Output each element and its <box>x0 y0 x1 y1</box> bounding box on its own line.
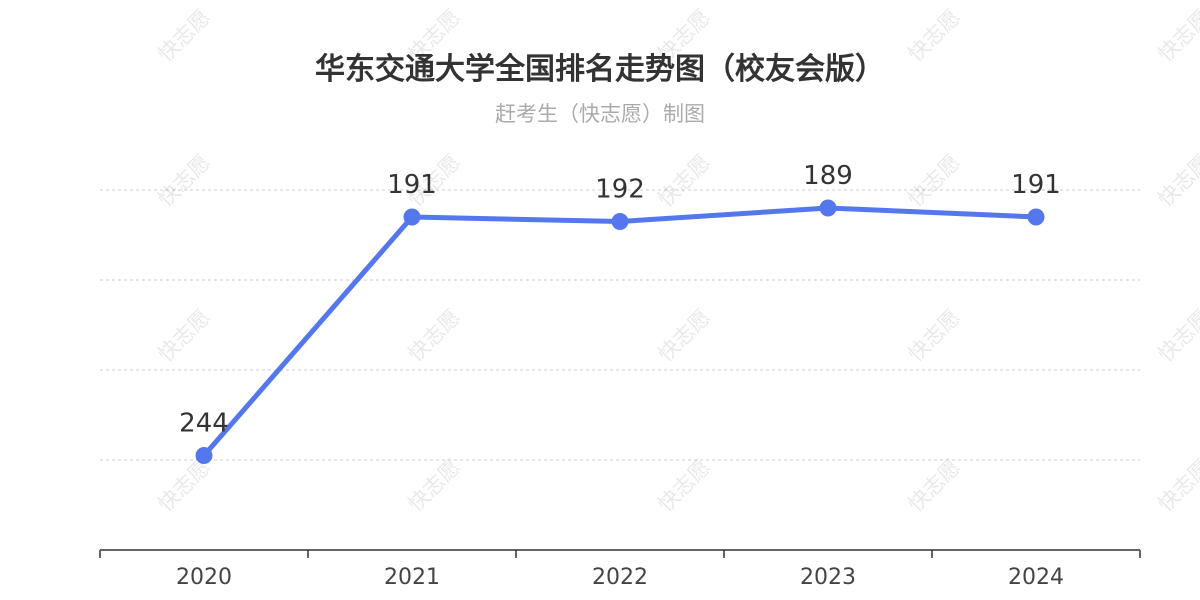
chart-subtitle: 赶考生（快志愿）制图 <box>495 102 705 126</box>
data-point <box>1027 208 1045 226</box>
data-label: 244 <box>179 409 229 439</box>
data-point <box>819 199 837 217</box>
chart-title: 华东交通大学全国排名走势图（校友会版） <box>315 52 885 87</box>
data-label: 191 <box>1011 170 1061 200</box>
x-tick-label: 2023 <box>800 565 856 590</box>
x-tick-label: 2021 <box>384 565 440 590</box>
data-point <box>611 213 629 230</box>
data-point <box>195 447 213 464</box>
x-tick-label: 2022 <box>592 565 648 590</box>
data-label: 191 <box>387 170 437 200</box>
data-point <box>403 208 421 226</box>
series-line <box>202 205 1037 458</box>
x-tick-label: 2024 <box>1008 565 1064 590</box>
x-tick-label: 2020 <box>176 565 232 590</box>
data-label: 192 <box>595 175 645 205</box>
data-label: 189 <box>803 161 853 191</box>
